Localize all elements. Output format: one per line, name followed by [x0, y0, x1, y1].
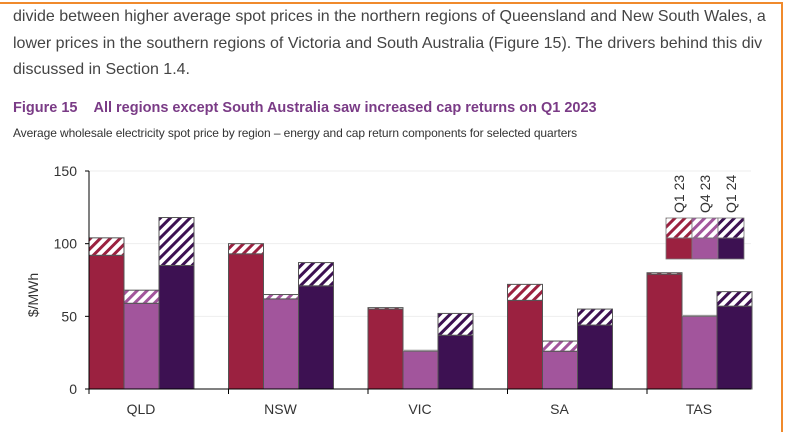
legend-swatch-cap-return [665, 217, 693, 239]
bar-energy-vic-2 [437, 334, 474, 390]
bar-energy-nsw-1 [263, 298, 299, 390]
bar-energy-qld-2 [158, 264, 195, 390]
bar-cap-return-tas-2 [716, 291, 753, 307]
bar-energy-nsw-2 [298, 285, 334, 390]
bar-cap-return-nsw-0 [228, 243, 264, 255]
paragraph-line: divide between higher average spot price… [13, 8, 766, 25]
x-tick-label: QLD [127, 401, 156, 417]
y-axis-label: $/MWh [25, 273, 41, 317]
x-tick-label: SA [550, 401, 569, 417]
bar-energy-vic-0 [367, 308, 404, 390]
bar-cap-return-nsw-2 [298, 262, 334, 287]
legend-swatch-cap-return [691, 217, 719, 239]
bar-energy-vic-1 [402, 350, 439, 390]
legend-swatch-energy [665, 237, 693, 260]
bar-energy-qld-0 [88, 254, 125, 390]
y-tick-label: 50 [61, 308, 77, 324]
y-tick-label: 100 [54, 236, 78, 252]
bar-energy-sa-2 [577, 324, 613, 390]
bar-energy-sa-1 [542, 350, 578, 390]
figure-number: Figure 15 [13, 100, 78, 116]
bar-cap-return-sa-2 [577, 308, 613, 326]
paragraph-line: discussed in Section 1.4. [13, 61, 190, 78]
bar-cap-return-qld-2 [158, 217, 195, 266]
legend-label: Q4 23 [697, 175, 713, 213]
bar-energy-tas-0 [646, 273, 683, 390]
bar-energy-nsw-0 [228, 253, 264, 390]
y-tick-label: 150 [54, 163, 78, 179]
bar-cap-return-vic-2 [437, 312, 474, 336]
paragraph-line: lower prices in the southern regions of … [13, 34, 763, 52]
legend-swatch-energy [691, 237, 719, 260]
bar-cap-return-nsw-1 [263, 294, 299, 300]
bar-cap-return-vic-1 [403, 349, 438, 352]
x-tick-label: TAS [686, 401, 712, 417]
x-tick-label: NSW [264, 401, 297, 417]
legend-label: Q1 24 [723, 175, 739, 213]
body-paragraph: divide between higher average spot price… [13, 4, 789, 84]
figure-subtitle: Average wholesale electricity spot price… [13, 126, 578, 140]
bar-cap-return-qld-0 [88, 237, 125, 256]
figure-title: Figure 15 All regions except South Austra… [13, 100, 597, 116]
bar-cap-return-sa-0 [507, 283, 543, 301]
x-tick-label: VIC [408, 401, 431, 417]
legend-swatch-energy [717, 237, 745, 260]
legend-swatch-cap-return [717, 217, 745, 239]
bar-energy-tas-1 [681, 315, 718, 390]
legend-label: Q1 23 [671, 175, 687, 213]
bar-energy-qld-1 [123, 302, 160, 390]
bar-cap-return-qld-1 [123, 289, 160, 304]
bar-cap-return-sa-1 [542, 340, 578, 352]
y-tick-label: 0 [69, 381, 77, 397]
bar-cap-return-tas-0 [646, 272, 683, 275]
bar-cap-return-tas-1 [682, 314, 717, 317]
bar-cap-return-vic-0 [367, 307, 404, 310]
figure-title-text: All regions except South Australia saw i… [93, 100, 597, 116]
bar-energy-tas-2 [716, 305, 753, 390]
bar-energy-sa-0 [507, 299, 543, 390]
